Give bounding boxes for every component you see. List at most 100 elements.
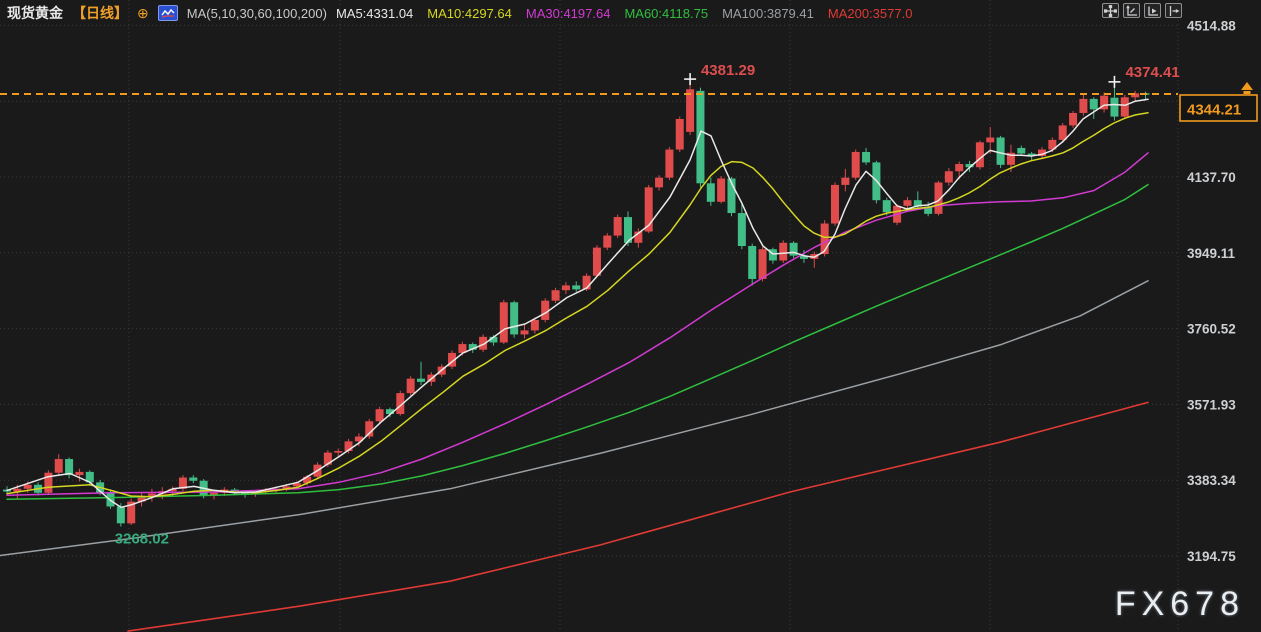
add-indicator-icon[interactable]: ⊕ <box>137 5 149 21</box>
candle-body <box>1058 125 1067 140</box>
candle-body <box>137 496 146 502</box>
candle-body <box>696 90 705 184</box>
ma-config-label: MA(5,10,30,60,100,200) <box>186 5 327 21</box>
candle-body <box>1089 98 1098 110</box>
candle-body <box>1048 139 1057 150</box>
ma-line-ma60 <box>6 183 1149 500</box>
candle-body <box>210 492 218 496</box>
symbol-name: 现货黄金 <box>7 5 63 21</box>
candlestick-chart-icon[interactable] <box>157 5 178 21</box>
candle-body <box>551 290 560 301</box>
y-axis-label: 3760.52 <box>1187 322 1236 337</box>
candle-body <box>799 255 808 259</box>
pan-tool-button[interactable] <box>1102 3 1119 18</box>
y-axis-label: 3383.34 <box>1187 473 1236 488</box>
candle-body <box>934 182 943 214</box>
x-axis-zoom-button[interactable] <box>1144 3 1161 18</box>
candle-body <box>417 378 425 382</box>
candle-body <box>1017 147 1026 154</box>
candle-body <box>665 149 674 178</box>
candle-body <box>241 491 250 495</box>
candle-body <box>903 200 912 206</box>
candle-body <box>344 441 353 451</box>
current-price-value: 4344.21 <box>1187 101 1241 118</box>
ma-legend-item: MA10:4297.64 <box>427 5 512 21</box>
candle-body <box>841 177 850 185</box>
candle-body <box>592 247 601 276</box>
candle-body <box>323 452 332 465</box>
candle-body <box>468 344 477 350</box>
candle-body <box>624 217 632 243</box>
candle-body <box>831 184 839 224</box>
candle-body <box>334 450 343 453</box>
y-axis-zoom-button[interactable] <box>1123 3 1140 18</box>
candle-body <box>1120 97 1129 117</box>
pan-icon <box>1104 4 1117 17</box>
candle-body <box>789 242 798 256</box>
candle-body <box>748 246 757 279</box>
candle-body <box>779 242 788 261</box>
current-price-box: 4344.21 <box>1179 94 1258 122</box>
candle-body <box>385 409 394 415</box>
candle-body <box>582 275 591 290</box>
axis-play-icon <box>1148 6 1158 16</box>
candle-body <box>955 164 964 172</box>
price-alert-icon[interactable] <box>1241 81 1253 94</box>
candle-body <box>924 206 933 214</box>
candle-body <box>768 249 777 261</box>
y-axis-label: 3949.11 <box>1187 246 1236 261</box>
candle-body <box>354 436 363 442</box>
ma-line-ma100 <box>0 280 1149 557</box>
ma-legend-item: MA200:3577.0 <box>827 5 913 21</box>
candle-body <box>634 231 643 243</box>
ma-line-ma5 <box>6 98 1149 509</box>
candle-body <box>520 330 529 335</box>
candle-body <box>1027 153 1036 156</box>
candle-body <box>85 471 94 483</box>
ma-line-ma200 <box>127 401 1149 632</box>
candle-body <box>1131 93 1140 98</box>
candle-body <box>603 235 612 248</box>
candle-body <box>944 171 953 183</box>
chart-header: 现货黄金 【日线】 ⊕ MA(5,10,30,60,100,200) MA5:4… <box>7 3 912 23</box>
candle-body <box>178 477 187 489</box>
candle-body <box>644 187 653 232</box>
candle-body <box>292 483 301 487</box>
candle-body <box>1069 112 1078 126</box>
dock-right-button[interactable] <box>1165 3 1182 18</box>
candle-body <box>375 409 384 422</box>
candle-body <box>303 476 312 484</box>
candle-body <box>1079 98 1088 113</box>
candle-body <box>541 300 550 320</box>
candle-body <box>530 319 539 331</box>
candle-body <box>458 344 467 353</box>
bar-arrow-icon <box>1169 5 1180 16</box>
candle-body <box>489 336 498 343</box>
candle-body <box>168 488 177 492</box>
candle-body <box>706 183 715 202</box>
axis-up-icon <box>1126 4 1137 16</box>
candle-body <box>851 151 860 178</box>
watermark: FX678 <box>1114 585 1245 623</box>
ma-legend: MA5:4331.04 MA10:4297.64 MA30:4197.64 MA60:… <box>336 6 912 21</box>
chart-toolbar <box>1102 3 1182 18</box>
y-axis-label: 4137.70 <box>1187 170 1236 185</box>
candle-body <box>365 421 374 437</box>
candle-body <box>13 488 22 492</box>
ma-legend-item: MA60:4118.75 <box>624 5 709 21</box>
period-label[interactable]: 【日线】 <box>72 5 128 21</box>
candle-body <box>572 285 581 290</box>
high-cross-marker <box>1108 75 1121 88</box>
candle-body <box>1038 149 1046 156</box>
candle-body <box>406 378 415 394</box>
candle-body <box>116 506 125 524</box>
candle-body <box>65 459 74 476</box>
candle-body <box>727 178 736 214</box>
candle-body <box>54 459 63 473</box>
candle-body <box>975 142 984 168</box>
candle-body <box>499 302 508 343</box>
candle-body <box>561 285 570 291</box>
candle-body <box>996 137 1005 165</box>
